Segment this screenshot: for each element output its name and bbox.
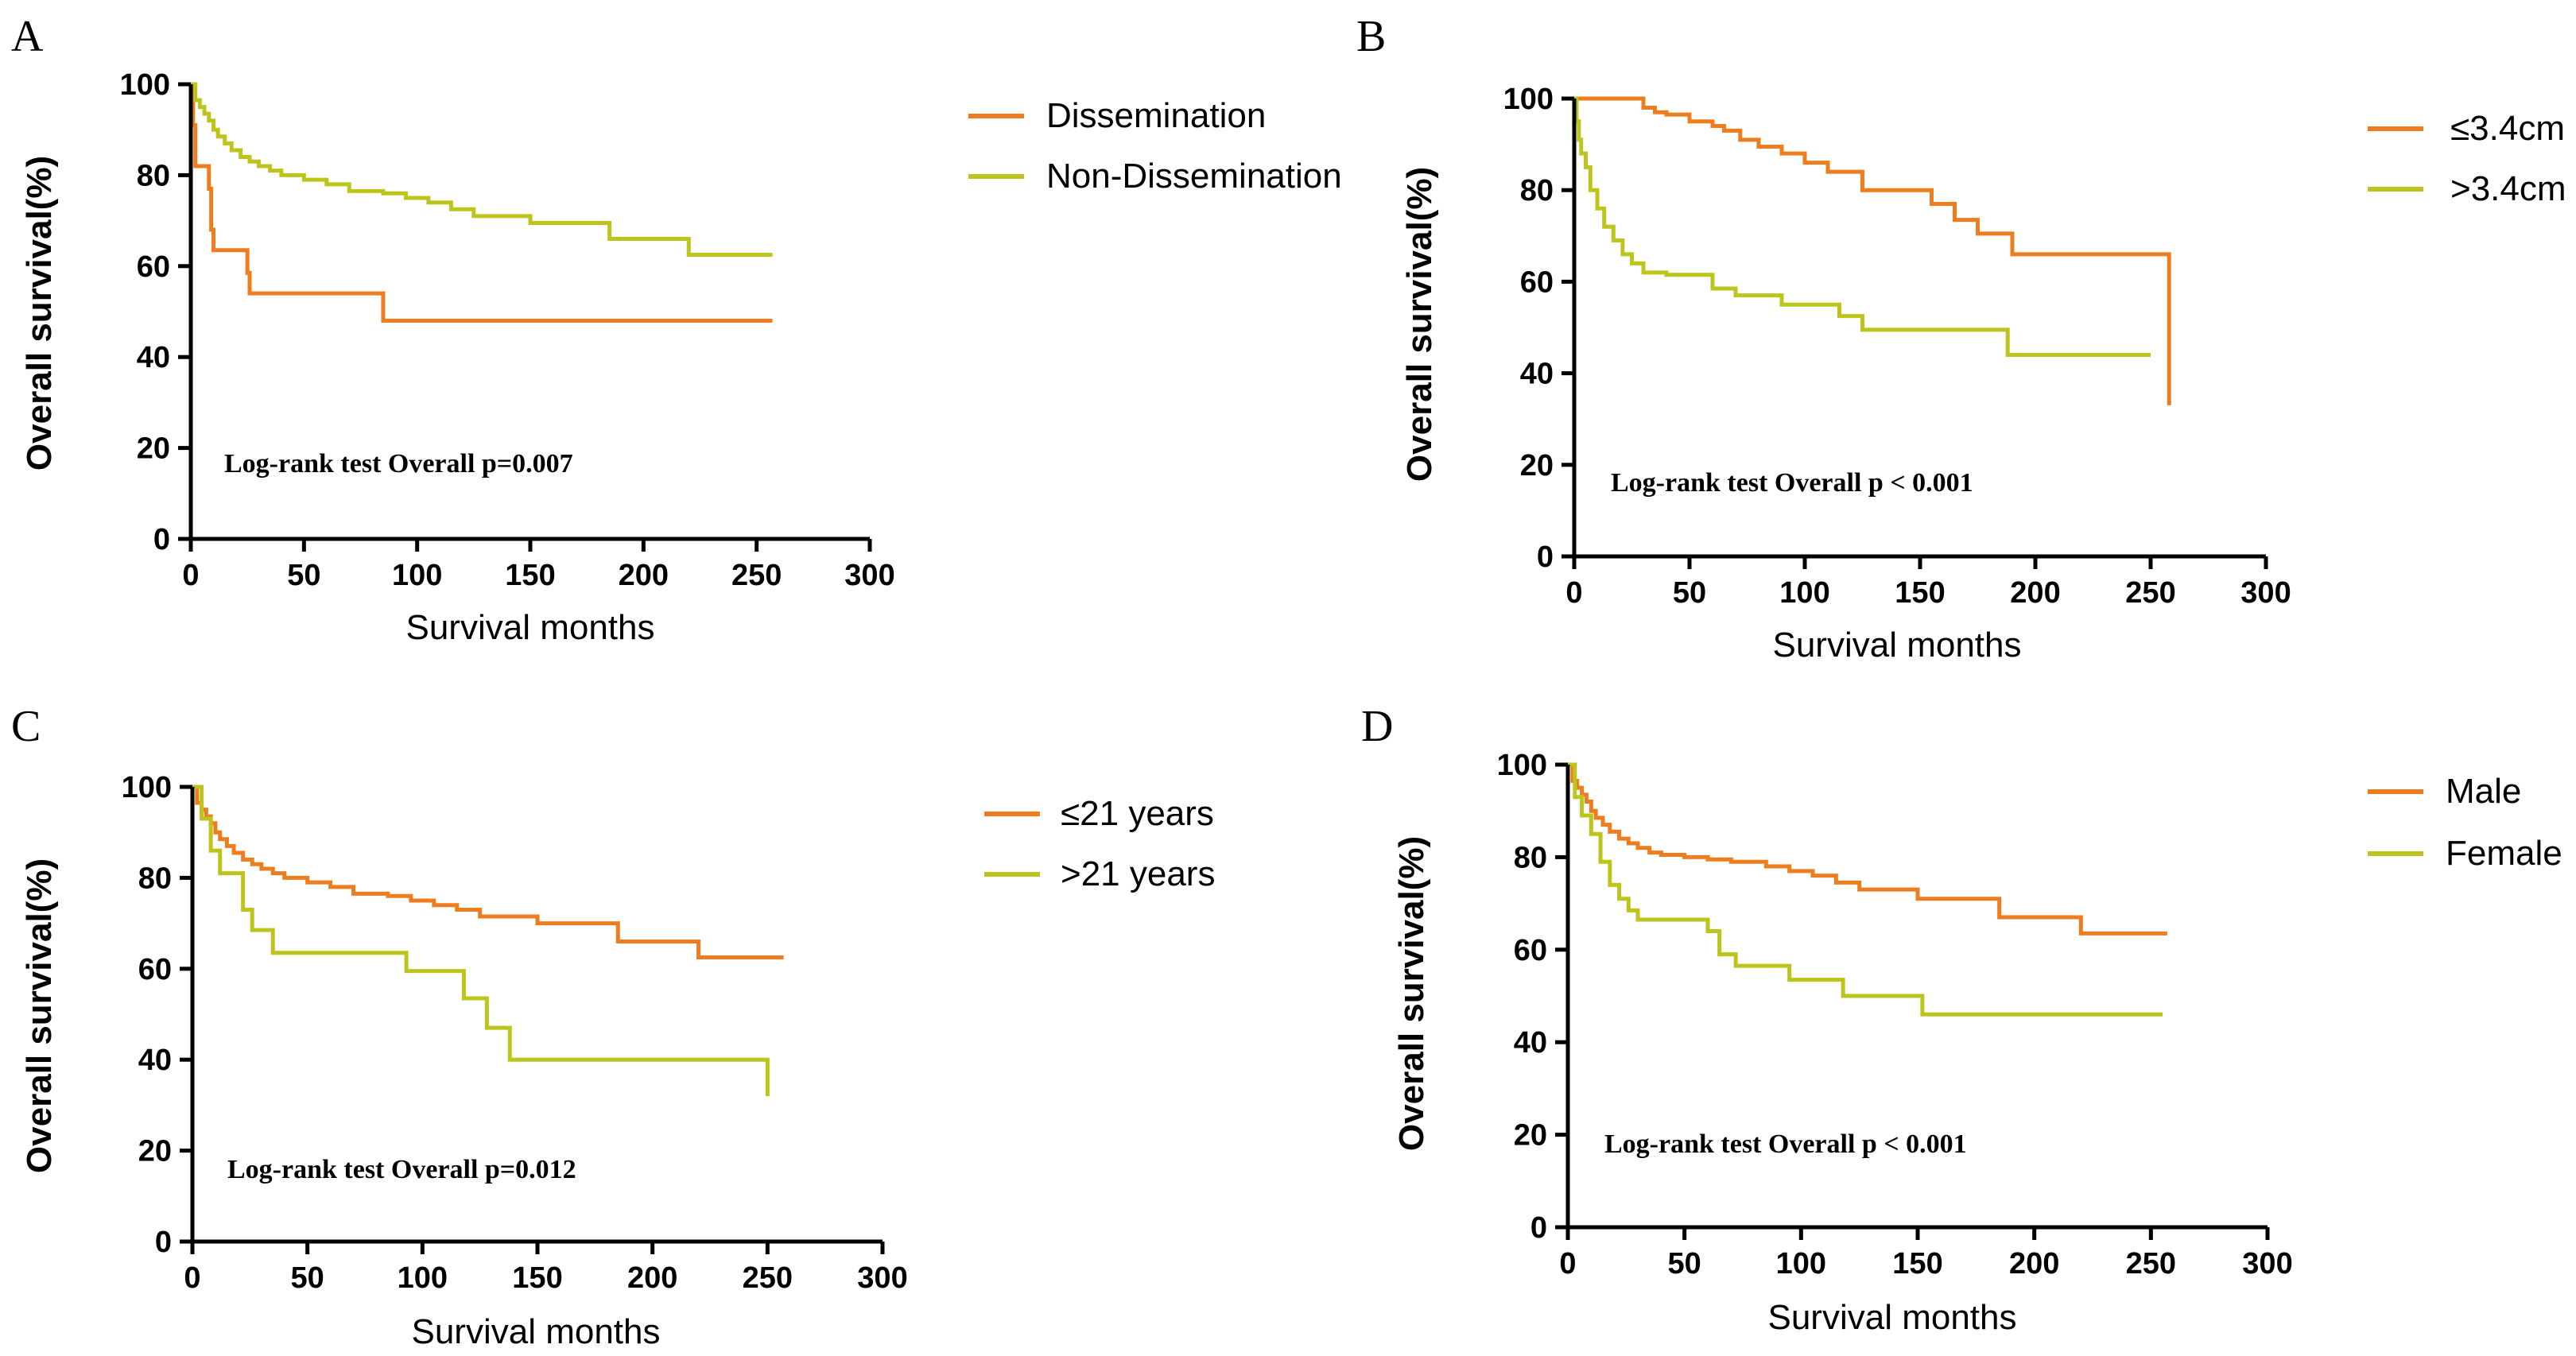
y-axis-title: Overall survival(%) [1400, 167, 1439, 482]
x-tick-label: 200 [2009, 1247, 2059, 1280]
x-tick-label: 50 [287, 559, 320, 592]
legend-label-le-3-4cm: ≤3.4cm [2450, 109, 2565, 148]
x-axis-title: Survival months [1772, 626, 2021, 664]
legend-label-non-dissemination: Non-Dissemination [1046, 157, 1342, 196]
y-tick-label: 100 [1503, 83, 1554, 116]
x-tick-label: 300 [844, 559, 894, 592]
x-tick-label: 0 [1565, 576, 1582, 610]
panel-d: D 0 20 40 60 80 100 0 50 100 150 200 250 300 Log-ran… [1361, 702, 2562, 1337]
survival-curve-non-dissemination [191, 82, 773, 257]
panel-c: C 0 20 40 60 80 100 0 50 100 150 200 250 300 Log-ran… [11, 702, 1215, 1351]
y-tick-label: 20 [138, 1135, 172, 1168]
legend: Dissemination Non-Dissemination [968, 96, 1342, 196]
x-tick-label: 250 [743, 1261, 793, 1295]
logrank-annotation: Log-rank test Overall p < 0.001 [1611, 468, 1973, 498]
legend-label-gt-3-4cm: >3.4cm [2450, 169, 2566, 208]
y-axis-title: Overall survival(%) [1392, 836, 1431, 1151]
survival-curve-gt-21-years [192, 785, 770, 1096]
x-tick-label: 50 [1668, 1247, 1701, 1280]
y-tick-label: 80 [138, 862, 172, 895]
y-tick-label: 60 [1514, 934, 1547, 967]
legend-label-female: Female [2446, 834, 2562, 873]
y-tick-label: 0 [1537, 540, 1554, 574]
y-axis-title: Overall survival(%) [20, 858, 59, 1173]
y-tick-label: 100 [1497, 749, 1547, 782]
y-tick-label: 60 [138, 953, 172, 986]
panel-letter: C [11, 702, 41, 751]
y-tick-label: 0 [153, 523, 170, 556]
x-axis-title: Survival months [405, 608, 654, 647]
x-tick-label: 100 [398, 1261, 448, 1295]
x-tick-label: 100 [1776, 1247, 1826, 1280]
logrank-annotation: Log-rank test Overall p < 0.001 [1604, 1129, 1967, 1159]
y-tick-label: 80 [137, 159, 170, 192]
y-tick-label: 40 [1520, 358, 1554, 391]
survival-curve-gt-3-4cm [1574, 96, 2151, 358]
legend: ≤3.4cm >3.4cm [2368, 109, 2566, 208]
x-tick-label: 50 [291, 1261, 324, 1295]
survival-curve-dissemination [191, 82, 773, 323]
y-axis-title: Overall survival(%) [20, 156, 59, 471]
x-tick-label: 0 [184, 1261, 200, 1295]
survival-curve-le-21-years [192, 785, 784, 959]
y-tick-label: 20 [137, 432, 170, 466]
y-tick-label: 80 [1520, 174, 1554, 207]
panel-letter: B [1356, 12, 1386, 61]
y-tick-label: 100 [120, 68, 170, 102]
y-tick-label: 20 [1514, 1119, 1547, 1153]
survival-curve-female [1568, 762, 2163, 1017]
y-tick-label: 0 [1530, 1211, 1547, 1245]
logrank-annotation: Log-rank test Overall p=0.012 [227, 1155, 576, 1184]
panel-a: A 0 20 40 60 80 100 0 50 100 150 200 250 300 Log-ran… [11, 12, 1342, 647]
x-tick-label: 200 [619, 559, 669, 592]
panel-letter: A [11, 12, 44, 61]
x-tick-label: 0 [1559, 1247, 1576, 1280]
legend-label-le-21-years: ≤21 years [1061, 794, 1214, 833]
y-tick-label: 100 [122, 771, 172, 804]
y-tick-label: 60 [137, 250, 170, 284]
y-tick-label: 80 [1514, 841, 1547, 874]
x-tick-label: 0 [182, 559, 199, 592]
panel-b: B 0 20 40 60 80 100 0 50 100 150 200 250 300 Log-ran… [1356, 12, 2566, 664]
x-tick-label: 300 [2242, 1247, 2292, 1280]
y-tick-label: 40 [1514, 1026, 1547, 1060]
y-tick-label: 60 [1520, 265, 1554, 299]
panel-letter: D [1361, 702, 1393, 751]
survival-curve-male [1568, 762, 2167, 936]
y-tick-label: 40 [137, 341, 170, 374]
x-tick-label: 250 [731, 559, 782, 592]
x-axis-title: Survival months [411, 1312, 660, 1351]
legend: ≤21 years >21 years [984, 794, 1215, 893]
x-tick-label: 300 [2240, 576, 2291, 610]
legend: Male Female [2368, 772, 2562, 873]
legend-label-gt-21-years: >21 years [1061, 854, 1215, 893]
logrank-annotation: Log-rank test Overall p=0.007 [224, 449, 573, 478]
x-tick-label: 250 [2125, 576, 2175, 610]
x-tick-label: 100 [1779, 576, 1829, 610]
survival-curve-le-3-4cm [1574, 96, 2171, 405]
y-tick-label: 0 [155, 1226, 172, 1259]
y-tick-label: 20 [1520, 449, 1554, 482]
x-tick-label: 200 [627, 1261, 677, 1295]
x-tick-label: 200 [2010, 576, 2060, 610]
legend-label-male: Male [2446, 772, 2521, 811]
x-tick-label: 150 [505, 559, 555, 592]
x-axis-title: Survival months [1767, 1298, 2016, 1337]
legend-label-dissemination: Dissemination [1046, 96, 1266, 135]
x-tick-label: 150 [1892, 1247, 1942, 1280]
y-tick-label: 40 [138, 1044, 172, 1077]
x-tick-label: 50 [1673, 576, 1706, 610]
x-tick-label: 150 [512, 1261, 562, 1295]
x-tick-label: 300 [857, 1261, 907, 1295]
x-tick-label: 100 [392, 559, 442, 592]
x-tick-label: 250 [2126, 1247, 2176, 1280]
x-tick-label: 150 [1895, 576, 1945, 610]
